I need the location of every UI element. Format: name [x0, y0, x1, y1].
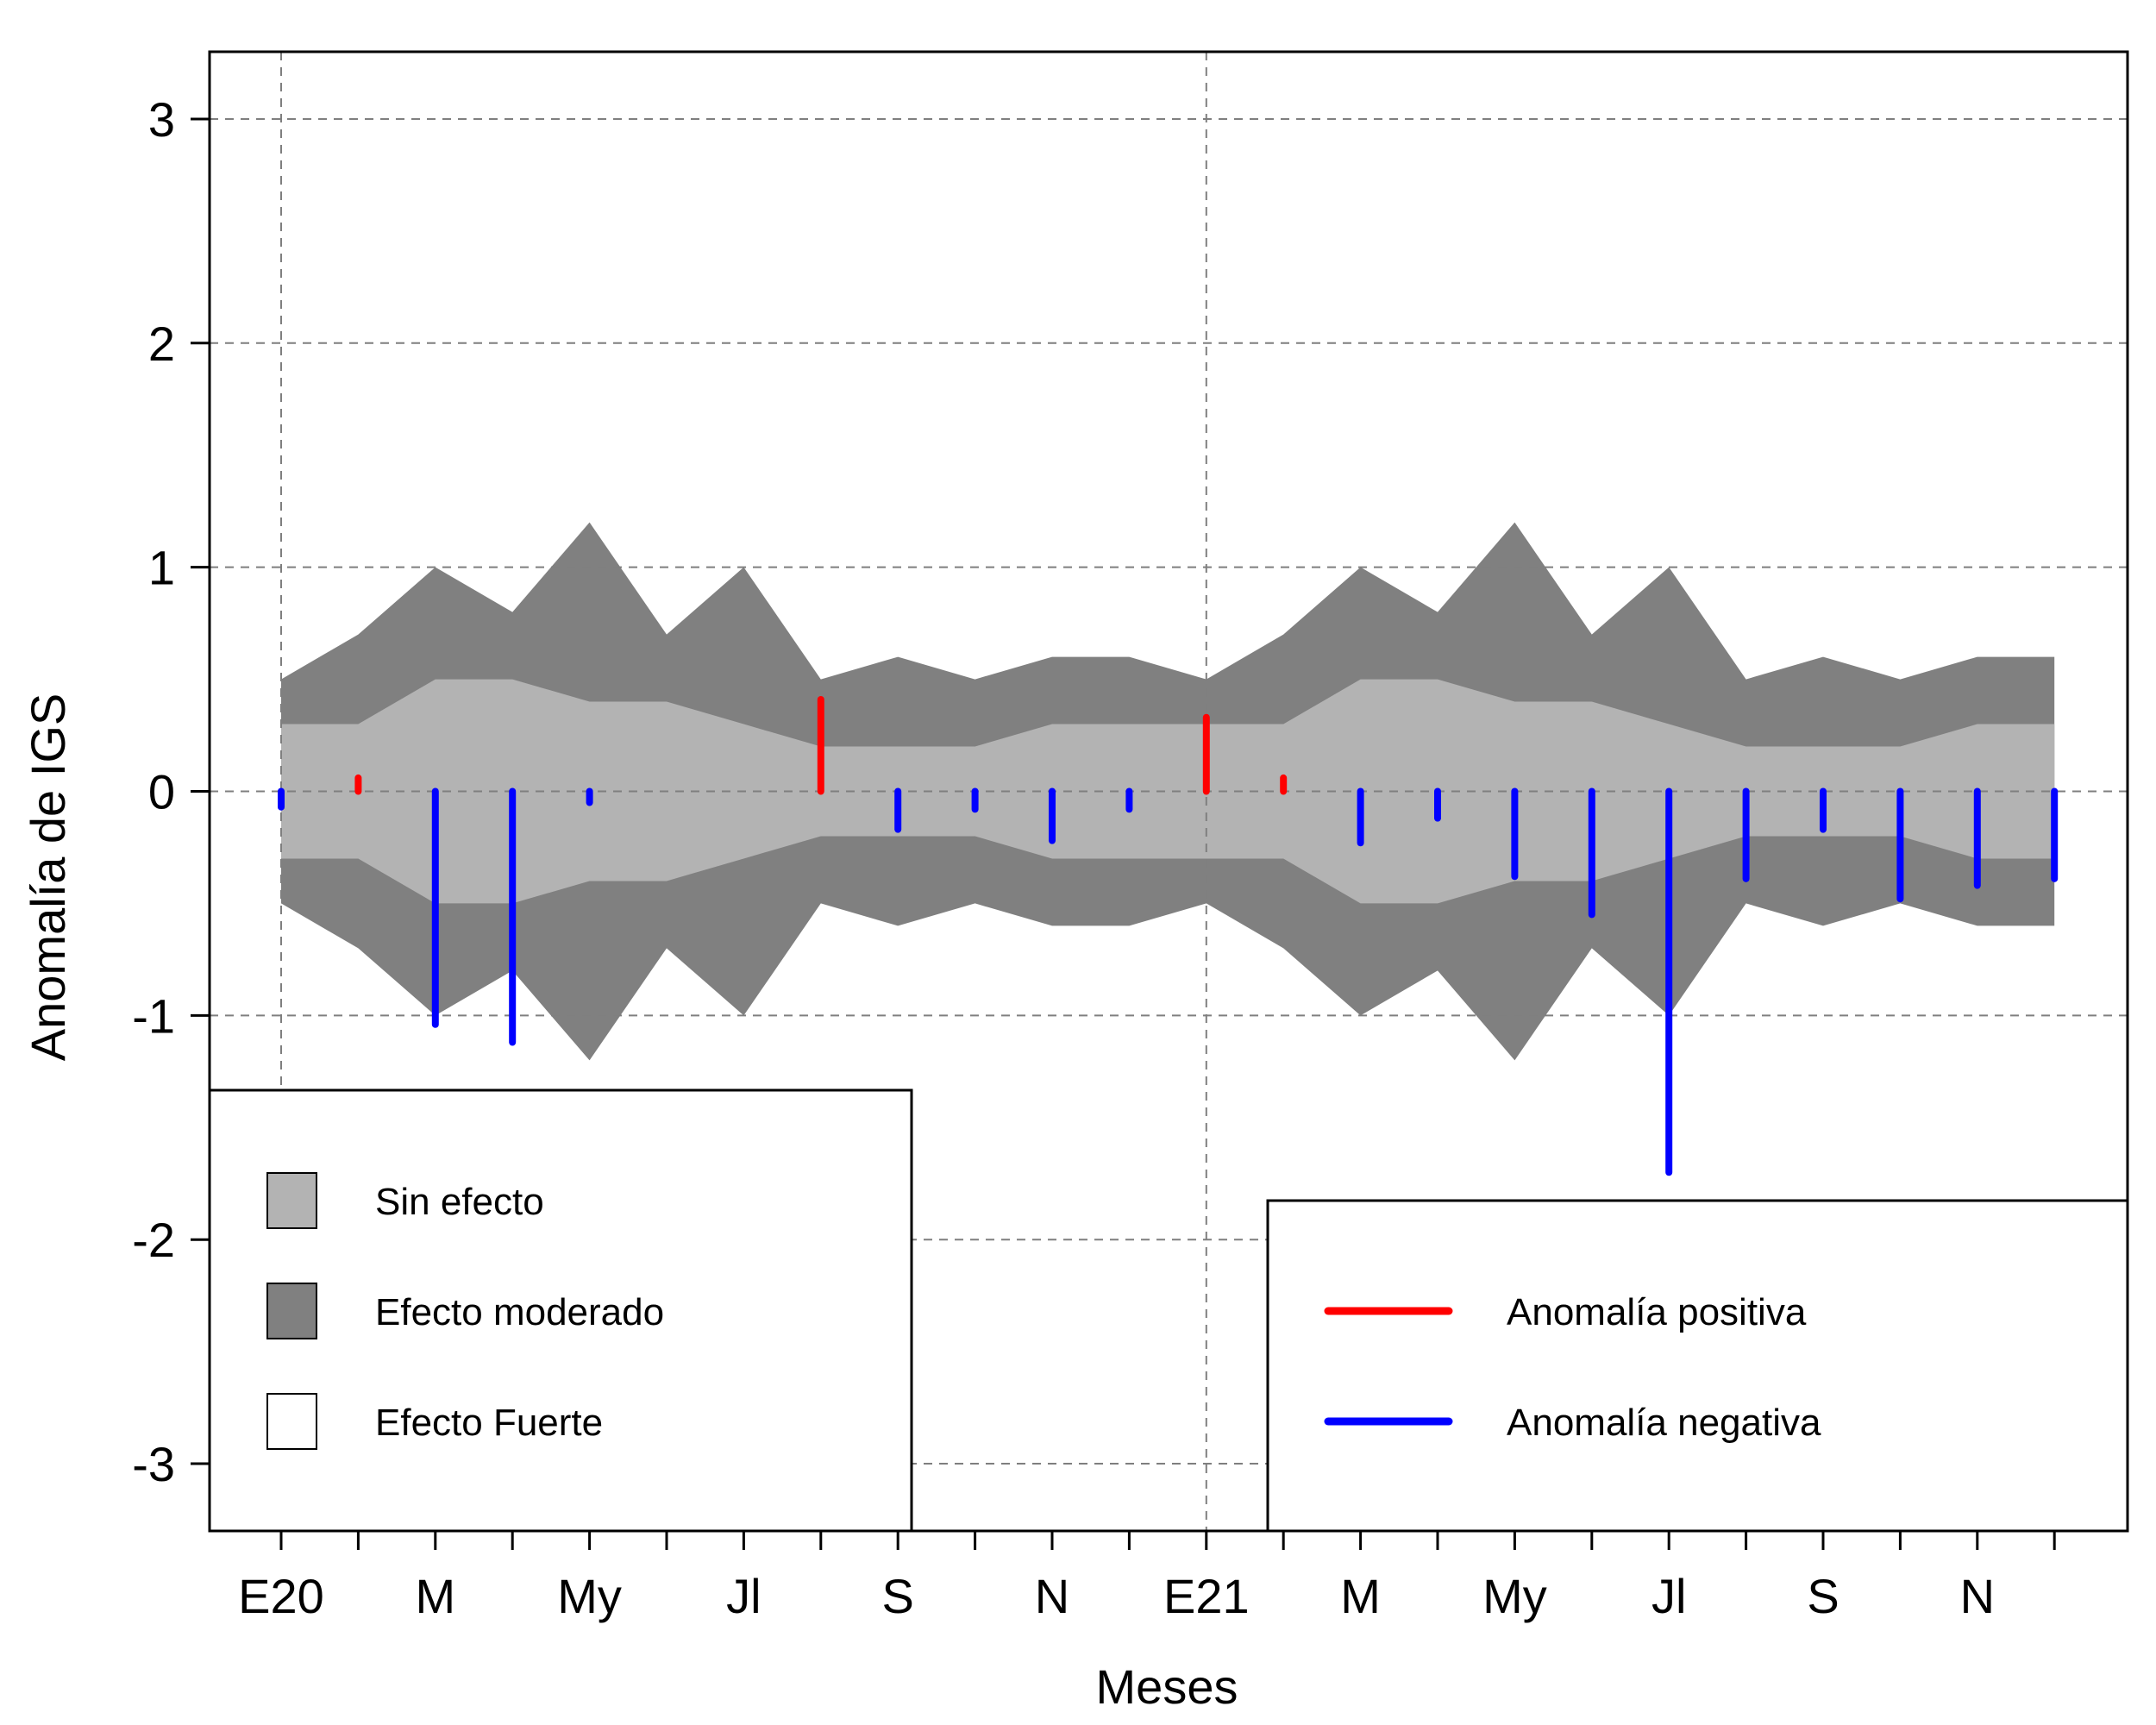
legend-label: Sin efecto — [375, 1181, 544, 1223]
x-tick-label: N — [1960, 1569, 1995, 1623]
x-tick-label: S — [882, 1569, 914, 1623]
y-tick-label: -3 — [132, 1437, 175, 1491]
x-tick-label: Jl — [1651, 1569, 1686, 1623]
x-tick-label: Jl — [726, 1569, 761, 1623]
x-tick-label: My — [557, 1569, 622, 1623]
legend-label: Anomalía negativa — [1507, 1402, 1821, 1444]
x-tick-label: S — [1807, 1569, 1839, 1623]
anomaly-bars — [278, 695, 2059, 1176]
axes: -3 -2 -1 0 1 2 3 E20 M My Jl S N E21 M My Jl S N — [132, 50, 2129, 1623]
x-tick-label: M — [415, 1569, 455, 1623]
x-tick-label: M — [1340, 1569, 1381, 1623]
y-tick-label: 2 — [148, 317, 175, 371]
x-tick-label: E20 — [238, 1569, 324, 1623]
x-tick-label: N — [1035, 1569, 1069, 1623]
y-tick-label: -1 — [132, 988, 175, 1043]
y-axis-title: Anomalía de IGS — [21, 693, 75, 1061]
legend-effects-box — [208, 1088, 913, 1533]
x-tick-label: E21 — [1163, 1569, 1250, 1623]
legend-swatch — [266, 1393, 317, 1450]
band-sin-efecto — [281, 679, 2055, 904]
y-tick-label: 1 — [148, 541, 175, 595]
legend-swatch — [266, 1172, 317, 1229]
y-tick-label: 0 — [148, 765, 175, 819]
legend-swatch — [266, 1283, 317, 1339]
x-tick-label: My — [1482, 1569, 1547, 1623]
legend-label: Efecto Fuerte — [375, 1402, 603, 1444]
legend-label: Efecto moderado — [375, 1291, 664, 1333]
y-tick-label: -2 — [132, 1213, 175, 1267]
x-axis-title: Meses — [1096, 1659, 1238, 1714]
legend-anomalies: Anomalía positiva Anomalía negativa — [1266, 1199, 2129, 1533]
legend-anomalies-box — [1266, 1199, 2129, 1533]
legend-effects: Sin efecto Efecto moderado Efecto Fuerte — [208, 1088, 913, 1533]
effect-bands — [281, 522, 2055, 1061]
y-tick-label: 3 — [148, 92, 175, 147]
legend-label: Anomalía positiva — [1507, 1291, 1807, 1333]
